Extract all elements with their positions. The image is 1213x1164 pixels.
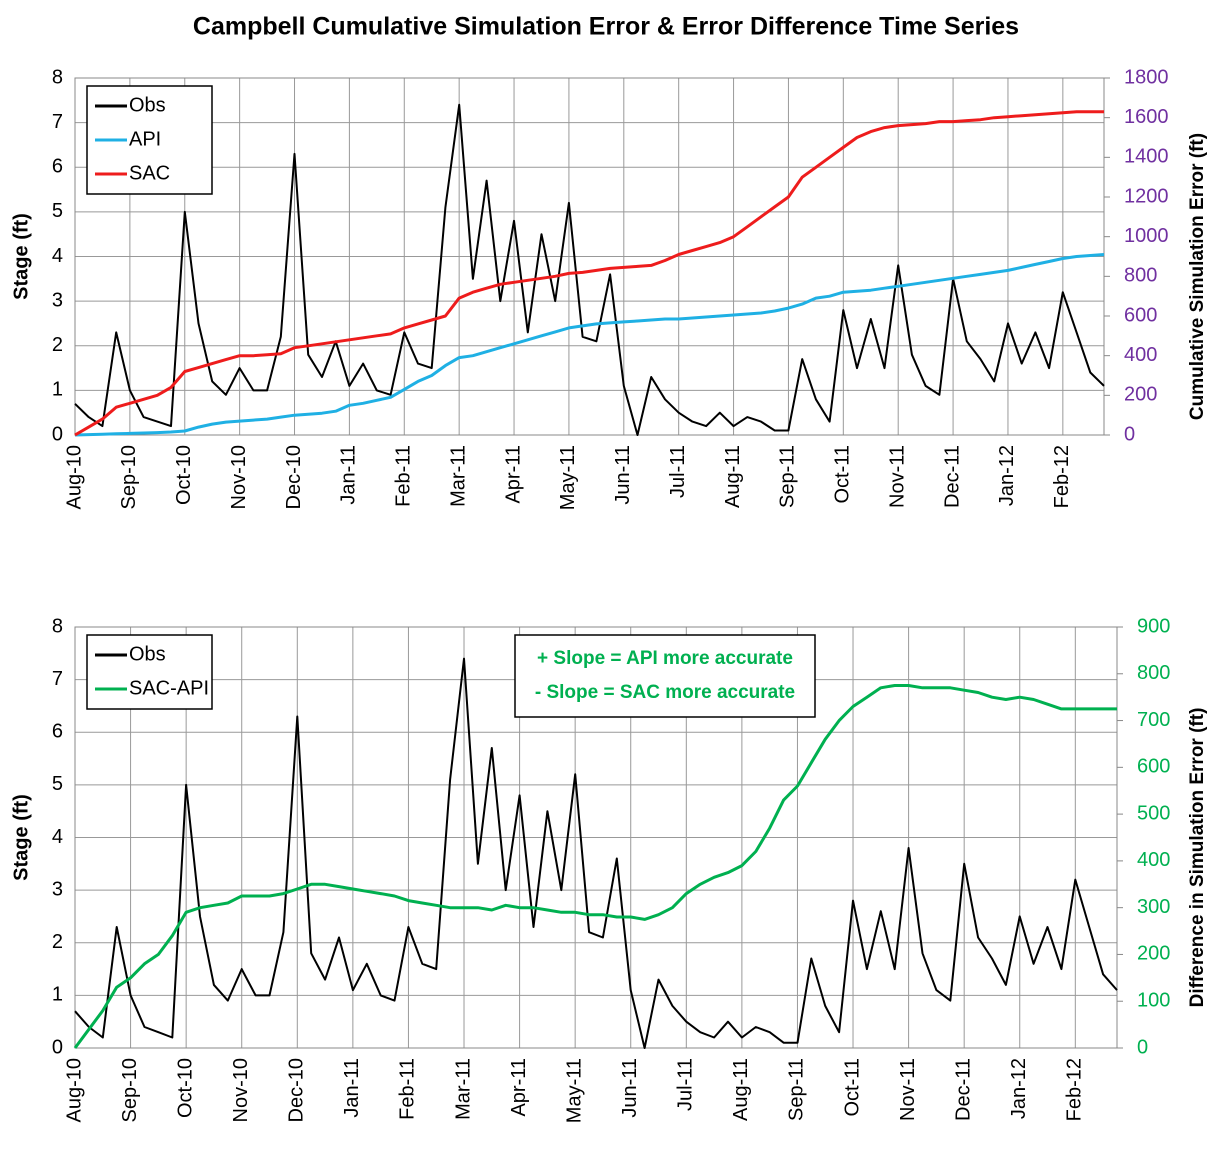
y-axis-label: Stage (ft) (10, 213, 32, 300)
x-tick-label: Jan-11 (341, 1058, 363, 1118)
x-tick-label: Feb-12 (1064, 1058, 1086, 1121)
x-tick-label: Aug-10 (63, 1058, 85, 1123)
annotation: - Slope = SAC more accurate (535, 682, 795, 703)
y2-tick-label: 600 (1137, 756, 1170, 778)
y2-tick-label: 1400 (1124, 146, 1169, 168)
figure-title: Campbell Cumulative Simulation Error & E… (193, 13, 1019, 41)
x-tick-label: Jan-11 (338, 445, 360, 505)
series-line (74, 110, 1104, 437)
x-tick-label: Oct-10 (173, 445, 195, 505)
legend-label: Obs (129, 643, 166, 665)
annotation-box (514, 634, 816, 718)
x-tick-label: Sep-11 (786, 1058, 808, 1121)
x-tick-label: Nov-10 (230, 1058, 252, 1122)
x-tick-label: Jul-11 (675, 1058, 697, 1111)
legend-label: SAC (129, 162, 170, 184)
x-tick-label: Nov-10 (228, 445, 250, 509)
x-tick-label: Aug-11 (722, 445, 744, 508)
y-tick-label: 4 (52, 245, 63, 267)
y-tick-label: 8 (52, 615, 63, 637)
y2-axis-label: Cumulative Simulation Error (ft) (1187, 133, 1208, 420)
x-tick-label: Aug-10 (63, 445, 85, 510)
x-tick-label: Jan-12 (996, 445, 1018, 506)
x-tick-label: Aug-11 (730, 1058, 752, 1121)
y-tick-label: 0 (52, 423, 63, 445)
y2-tick-label: 200 (1124, 384, 1157, 406)
x-tick-label: Sep-10 (118, 445, 140, 510)
y-tick-label: 7 (52, 668, 63, 690)
y2-tick-label: 1800 (1124, 66, 1169, 88)
y-tick-label: 8 (52, 66, 63, 88)
x-tick-label: Feb-12 (1051, 445, 1073, 508)
y-axis-label: Stage (ft) (10, 794, 32, 881)
y2-tick-label: 900 (1137, 615, 1170, 637)
x-tick-label: Nov-11 (886, 445, 908, 508)
y-tick-label: 1 (52, 984, 63, 1006)
plot-frame (74, 77, 1105, 436)
y2-tick-label: 400 (1137, 849, 1170, 871)
y2-tick-label: 1000 (1124, 225, 1169, 247)
series-line (73, 684, 1117, 1049)
y2-tick-label: 0 (1124, 423, 1135, 445)
x-tick-label: May-11 (557, 445, 579, 510)
x-tick-label: Nov-11 (897, 1058, 919, 1121)
y2-tick-label: 800 (1137, 662, 1170, 684)
x-tick-label: Apr-11 (502, 445, 524, 504)
y2-tick-label: 100 (1137, 990, 1170, 1012)
plot-frame (74, 626, 1118, 1049)
x-tick-label: Dec-10 (283, 445, 305, 509)
y-tick-label: 1 (52, 379, 63, 401)
y-tick-label: 5 (52, 200, 63, 222)
series-line (74, 657, 1118, 1049)
x-tick-label: Oct-11 (841, 1058, 863, 1117)
series-line (74, 253, 1105, 437)
x-tick-label: Sep-11 (777, 445, 799, 508)
y2-tick-label: 300 (1137, 896, 1170, 918)
legend-label: SAC-API (129, 677, 209, 699)
y2-tick-label: 500 (1137, 802, 1170, 824)
y2-tick-label: 0 (1137, 1036, 1148, 1058)
y2-tick-label: 1600 (1124, 106, 1169, 128)
x-tick-label: Feb-11 (393, 445, 415, 507)
x-tick-label: Mar-11 (447, 445, 469, 507)
series-line (74, 103, 1105, 436)
legend-label: Obs (129, 94, 166, 116)
legend-box (86, 634, 213, 710)
x-tick-label: Oct-10 (174, 1058, 196, 1118)
y-tick-label: 0 (52, 1036, 63, 1058)
x-tick-label: May-11 (563, 1058, 585, 1123)
y-tick-label: 4 (52, 826, 63, 848)
x-tick-label: Jun-11 (619, 1058, 641, 1118)
y2-tick-label: 600 (1124, 304, 1157, 326)
y2-tick-label: 700 (1137, 709, 1170, 731)
x-tick-label: Dec-10 (286, 1058, 308, 1122)
y-tick-label: 5 (52, 773, 63, 795)
y2-tick-label: 800 (1124, 265, 1157, 287)
y2-axis-label: Difference in Simulation Error (ft) (1187, 708, 1208, 1008)
x-tick-label: Mar-11 (452, 1058, 474, 1120)
x-tick-label: Dec-11 (941, 445, 963, 508)
y2-tick-label: 200 (1137, 943, 1170, 965)
x-tick-label: Feb-11 (397, 1058, 419, 1120)
y-tick-label: 2 (52, 931, 63, 953)
y-tick-label: 7 (52, 111, 63, 133)
legend-label: API (129, 128, 161, 150)
x-tick-label: Sep-10 (119, 1058, 141, 1123)
y-tick-label: 2 (52, 334, 63, 356)
y-tick-label: 6 (52, 721, 63, 743)
y-tick-label: 6 (52, 156, 63, 178)
x-tick-label: Dec-11 (952, 1058, 974, 1121)
annotation: + Slope = API more accurate (537, 648, 793, 669)
y2-tick-label: 400 (1124, 344, 1157, 366)
y2-tick-label: 1200 (1124, 185, 1169, 207)
x-tick-label: Jun-11 (612, 445, 634, 505)
x-tick-label: Jul-11 (667, 445, 689, 498)
x-tick-label: Jan-12 (1008, 1058, 1030, 1119)
x-tick-label: Apr-11 (508, 1058, 530, 1117)
y-tick-label: 3 (52, 878, 63, 900)
x-tick-label: Oct-11 (832, 445, 854, 504)
y-tick-label: 3 (52, 289, 63, 311)
